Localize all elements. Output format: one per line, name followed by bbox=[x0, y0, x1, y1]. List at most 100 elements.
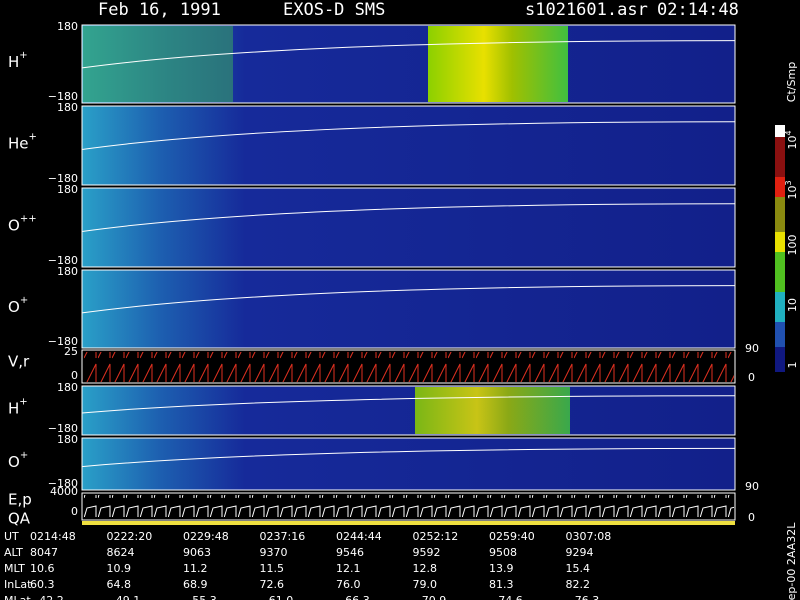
ion-name: O bbox=[8, 216, 20, 234]
table-cell: −55.3 bbox=[183, 594, 217, 600]
table-cell: −61.0 bbox=[260, 594, 294, 600]
table-cell: 60.3 bbox=[30, 578, 55, 591]
ion-name: H bbox=[8, 53, 19, 71]
instrument: EXOS-D SMS bbox=[283, 0, 385, 20]
table-cell: 72.6 bbox=[260, 578, 285, 591]
colorbar-label-exp: 3 bbox=[784, 180, 793, 185]
trace-line bbox=[81, 203, 736, 232]
y-tick-label: −180 bbox=[48, 254, 78, 267]
panel-plot bbox=[81, 437, 736, 491]
colorbar-segment bbox=[775, 197, 785, 232]
y-tick-label: −180 bbox=[48, 477, 78, 490]
qa-bar bbox=[82, 521, 735, 525]
colorbar-segment bbox=[775, 347, 785, 372]
ion-charge: + bbox=[20, 450, 28, 461]
ion-charge: + bbox=[20, 295, 28, 306]
panel-label: QA bbox=[8, 510, 31, 528]
table-cell: 9508 bbox=[489, 546, 517, 559]
y-tick-label: 4000 bbox=[50, 485, 78, 498]
colorbar-label-base: 1 bbox=[786, 362, 799, 369]
y-tick-label: 25 bbox=[64, 345, 78, 358]
y-tick-label: 0 bbox=[71, 505, 78, 518]
y-tick-label: 180 bbox=[57, 265, 78, 278]
colorbar-segment bbox=[775, 322, 785, 347]
row-label: UT bbox=[4, 530, 19, 543]
table-cell: 68.9 bbox=[183, 578, 208, 591]
colorbar-unit: Ct/Smp bbox=[785, 62, 798, 102]
trace-line bbox=[81, 395, 736, 414]
y2-tick-label: 90 bbox=[745, 480, 759, 493]
colorbar-label-base: 10 bbox=[786, 186, 799, 200]
panel-label: E,p bbox=[8, 491, 32, 509]
colorbar-segment bbox=[775, 125, 785, 137]
table-cell: 0214:48 bbox=[30, 530, 76, 543]
ion-charge: + bbox=[19, 50, 27, 61]
table-cell: 0252:12 bbox=[413, 530, 459, 543]
table-cell: −70.9 bbox=[413, 594, 447, 600]
table-cell: 12.8 bbox=[413, 562, 438, 575]
time: 02:14:48 bbox=[657, 0, 739, 20]
y-tick-label: −180 bbox=[48, 422, 78, 435]
panel-plot bbox=[81, 187, 736, 268]
row-label: InLat bbox=[4, 578, 32, 591]
y-tick-label: −180 bbox=[48, 172, 78, 185]
y-tick-label: 180 bbox=[57, 381, 78, 394]
table-cell: 12.1 bbox=[336, 562, 361, 575]
colorbar-label: 104 bbox=[784, 130, 800, 149]
ion-label: H+ bbox=[8, 50, 28, 71]
y-tick-label: −180 bbox=[48, 90, 78, 103]
y2-tick-label: 0 bbox=[748, 371, 755, 384]
table-cell: 0244:44 bbox=[336, 530, 382, 543]
ion-label: He+ bbox=[8, 132, 37, 153]
trace-line bbox=[81, 447, 736, 468]
colorbar-segment bbox=[775, 137, 785, 177]
ion-label: O+ bbox=[8, 450, 28, 471]
ion-name: O bbox=[8, 453, 20, 471]
table-cell: 81.3 bbox=[489, 578, 514, 591]
colorbar-segment bbox=[775, 252, 785, 292]
table-cell: 10.6 bbox=[30, 562, 55, 575]
table-cell: 0259:40 bbox=[489, 530, 535, 543]
y-tick-label: 180 bbox=[57, 20, 78, 33]
ion-name: O bbox=[8, 298, 20, 316]
row-label: MLT bbox=[4, 562, 25, 575]
trace-line bbox=[81, 40, 736, 69]
colorbar-segment bbox=[775, 232, 785, 252]
colorbar-label-base: 10 bbox=[786, 298, 799, 312]
header: Feb 16, 1991 EXOS-D SMS s1021601.asr 02:… bbox=[98, 0, 739, 20]
panel-label: V,r bbox=[8, 353, 30, 371]
table-cell: 13.9 bbox=[489, 562, 514, 575]
table-cell: 9370 bbox=[260, 546, 288, 559]
info-table: UT 0214:48 0222:20 0229:48 0237:16 0244:44 025… bbox=[4, 530, 611, 600]
table-cell: 11.5 bbox=[260, 562, 285, 575]
colorbar-label: 10 bbox=[786, 298, 799, 312]
plots: H+180−180He+180−180O++180−180O+180−180H+… bbox=[8, 20, 759, 528]
table-cell: 10.9 bbox=[107, 562, 132, 575]
table-cell: 8047 bbox=[30, 546, 58, 559]
ion-charge: + bbox=[29, 132, 37, 143]
table-cell: −42.2 bbox=[30, 594, 64, 600]
table-cell: 0307:08 bbox=[566, 530, 612, 543]
table-cell: 0237:16 bbox=[260, 530, 306, 543]
table-cell: 11.2 bbox=[183, 562, 208, 575]
colorbar-label: 103 bbox=[784, 180, 800, 199]
y-tick-label: 180 bbox=[57, 183, 78, 196]
table-cell: 64.8 bbox=[107, 578, 132, 591]
table-cell: 0222:20 bbox=[107, 530, 153, 543]
ion-label: O++ bbox=[8, 214, 37, 235]
ion-name: He bbox=[8, 134, 29, 152]
colorbar-label: 100 bbox=[786, 235, 799, 256]
colorbar-segment bbox=[775, 292, 785, 322]
row-label: MLat bbox=[4, 594, 31, 600]
panel-plot bbox=[81, 385, 736, 436]
table-cell: −49.1 bbox=[107, 594, 141, 600]
colorbar-label-base: 100 bbox=[786, 235, 799, 256]
colorbar-segment bbox=[775, 177, 785, 197]
ion-name: H bbox=[8, 399, 19, 417]
table-cell: −76.3 bbox=[566, 594, 600, 600]
ion-charge: ++ bbox=[20, 214, 37, 225]
date: Feb 16, 1991 bbox=[98, 0, 221, 20]
panel-plot bbox=[81, 105, 736, 186]
table-cell: 9546 bbox=[336, 546, 364, 559]
